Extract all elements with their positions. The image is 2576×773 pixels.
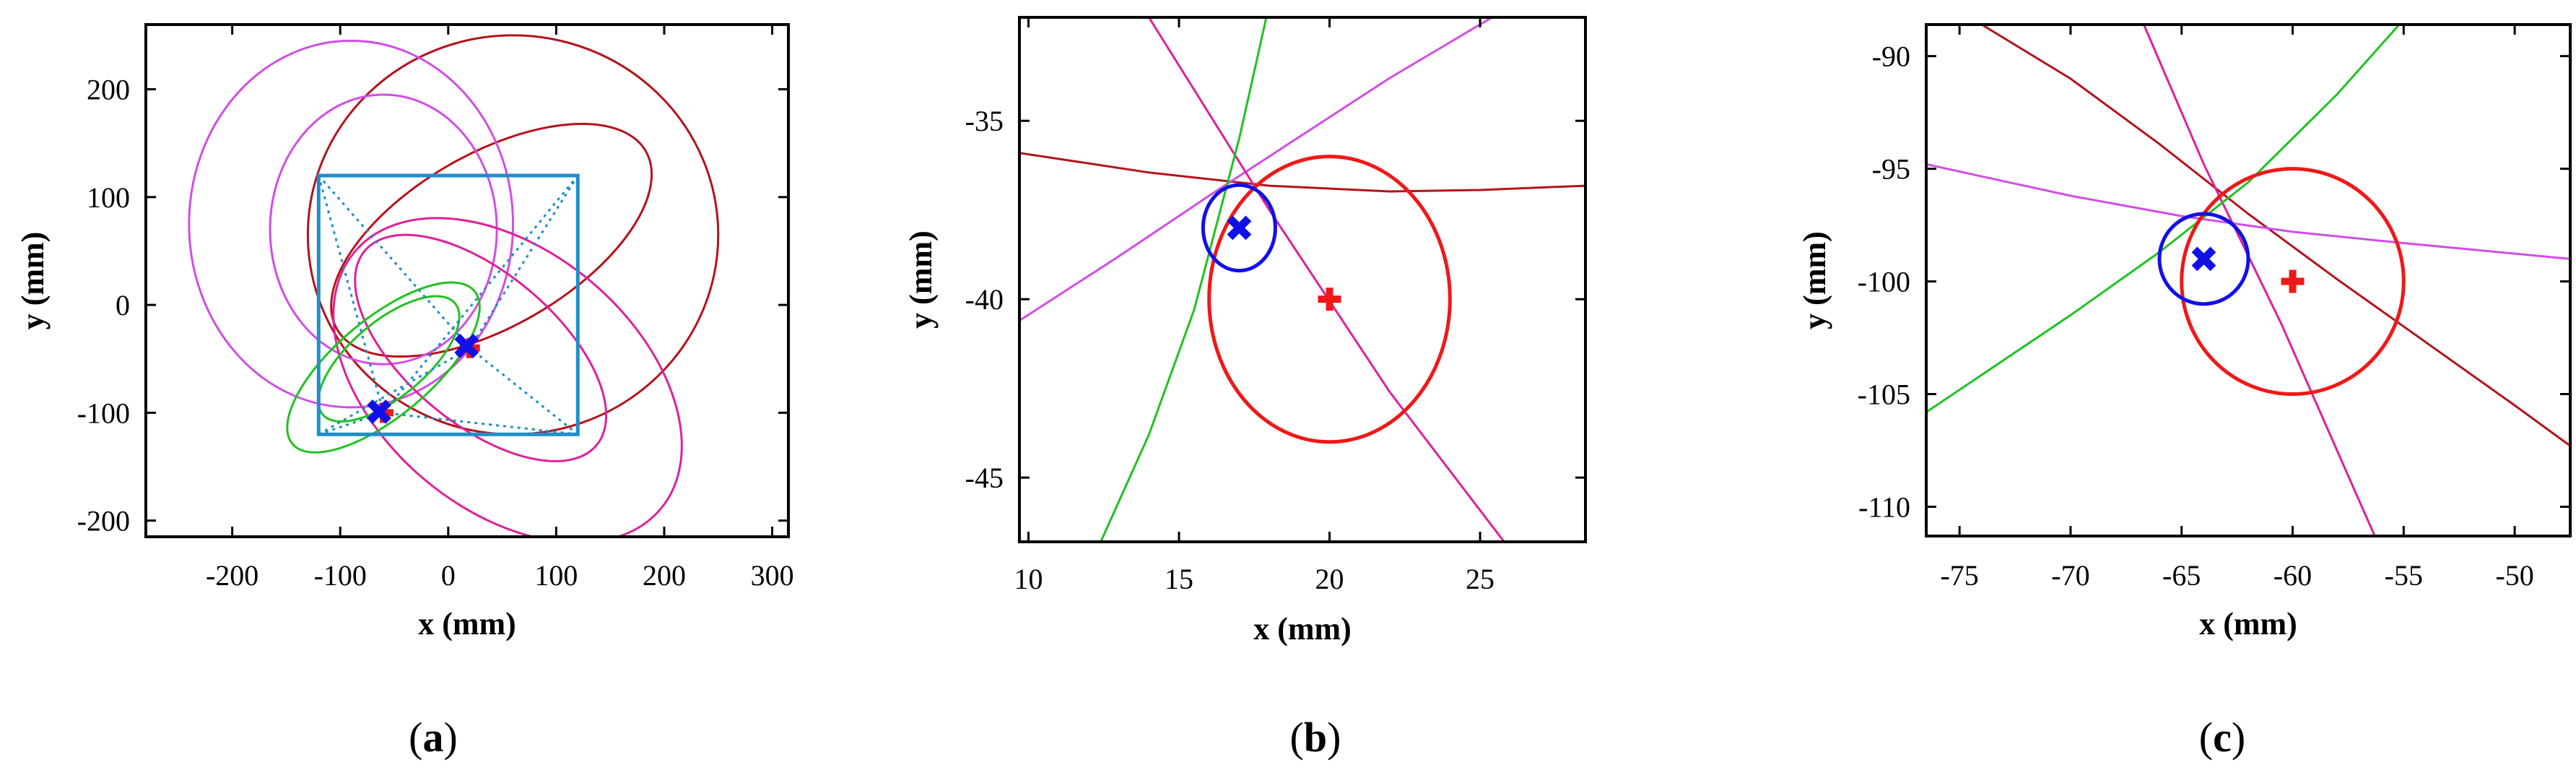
panel-b-frame (1018, 16, 1587, 543)
panel-b-circle-blue (1201, 183, 1277, 273)
panel-c-estimated-point (2191, 246, 2216, 272)
panel-c-ytick-label-3: -105 (1858, 379, 1910, 411)
panel-a-xtick-label-0: -200 (206, 559, 258, 592)
panel-c-ytick-label-4: -110 (1858, 491, 1910, 523)
panel-c-ytick-label-2: -100 (1858, 266, 1910, 298)
panel-a-xlabel: x (mm) (418, 606, 516, 642)
panel-a-dotted-line-0-1 (317, 175, 385, 413)
panel-c: -75 -70 -65 -60 -55 -50 -90 -95 -100 -105 -110 x (m… (1797, 23, 2572, 642)
panel-a-ellipse-darkred-1 (330, 123, 653, 358)
caption-c-close: ) (2232, 714, 2245, 761)
caption-a-close: ) (444, 714, 458, 761)
panel-b-ylabel: y (mm) (903, 230, 939, 329)
panel-a-plot-area (188, 34, 720, 537)
panel-a-ellipse-violet-2 (188, 39, 515, 409)
panel-b-true-point (1318, 288, 1341, 311)
panel-a-xtick-label-4: 200 (643, 559, 686, 592)
panel-b-xlabel: x (mm) (1253, 611, 1352, 647)
caption-c-letter: c (2213, 714, 2232, 761)
panel-a-ellipse-magenta-4 (332, 217, 683, 537)
panel-b-xtick-label-0: 10 (1014, 563, 1043, 595)
caption-c-open: ( (2199, 714, 2213, 761)
panel-a-dotted-line-2-0 (469, 347, 579, 436)
panel-a-ytick-label-4: 200 (87, 74, 130, 106)
panel-c-xtick-label-3: -60 (2273, 559, 2312, 592)
panel-a-xtick-label-2: 0 (441, 559, 456, 592)
panel-a-estimated-point-0 (454, 333, 479, 358)
panel-b-plot-area (1019, 17, 1585, 542)
panel-b-curve-violet (1019, 17, 1493, 322)
caption-b: (b) (1290, 714, 1341, 761)
panel-a-dotted-line-1-0 (469, 175, 579, 349)
panel-b-curve-green (1100, 17, 1268, 542)
panel-a: -200 -100 0 100 200 300 -200 -100 0 100 200 x (mm) y… (15, 23, 794, 642)
panel-b-estimated-point-stroke-2 (1227, 215, 1252, 241)
panel-b: 10 15 20 25 -35 -40 -45 x (mm) y (mm) (903, 16, 1587, 647)
panel-c-xlabel: x (mm) (2199, 606, 2297, 642)
panel-a-xtick-label-3: 100 (534, 559, 578, 592)
panel-a-dotted-line-0-0 (318, 174, 471, 349)
panel-b-xtick-label-3: 25 (1466, 563, 1494, 595)
caption-b-close: ) (1327, 714, 1341, 761)
panel-c-xtick-label-5: -50 (2495, 559, 2533, 592)
panel-b-xtick-label-1: 15 (1165, 563, 1193, 595)
panel-a-ytick-label-2: 0 (116, 289, 130, 321)
panel-c-xtick-label-4: -55 (2385, 559, 2423, 592)
panel-a-ellipse-magenta-5 (354, 233, 608, 462)
panel-c-curve-magenta (2143, 25, 2376, 536)
panel-c-ytick-label-1: -95 (1872, 153, 1910, 186)
panel-c-curve-darkred (1981, 25, 2570, 447)
caption-c: (c) (2199, 714, 2245, 761)
panel-c-curve-green (1926, 25, 2401, 413)
caption-b-letter: b (1304, 714, 1327, 761)
caption-a-open: ( (409, 714, 422, 761)
panel-a-xtick-label-5: 300 (751, 559, 794, 592)
panel-b-circle-red (1207, 155, 1452, 444)
panel-c-plot-area (1926, 25, 2570, 536)
panel-c-estimated-point-stroke-2 (2191, 246, 2216, 272)
panel-c-true-point (2281, 269, 2305, 293)
panel-a-ytick-label-3: 100 (87, 181, 130, 214)
panel-a-ellipse-green-7 (317, 295, 461, 423)
panel-b-ytick-label-1: -40 (965, 283, 1004, 316)
panel-c-xtick-label-1: -70 (2051, 559, 2089, 592)
panel-a-estimated-point-1-stroke-2 (367, 399, 391, 424)
panel-b-ytick-label-2: -45 (965, 462, 1004, 494)
panel-a-square (316, 173, 580, 436)
panel-c-curve-violet (1926, 163, 2570, 260)
panel-a-estimated-point-0-stroke-2 (454, 333, 479, 358)
panel-b-ytick-label-0: -35 (965, 105, 1004, 137)
panel-c-circle-red (2180, 167, 2406, 397)
panel-c-xtick-label-0: -75 (1940, 559, 1978, 592)
panel-a-ellipse-green-6 (286, 281, 481, 454)
panel-a-estimated-point-1 (367, 399, 391, 424)
panel-a-ellipse-violet-3 (269, 93, 498, 366)
panel-a-dotted-line-3-0 (318, 347, 471, 436)
panel-b-curve-darkred (1019, 152, 1585, 193)
panel-a-ytick-label-0: -200 (77, 505, 130, 537)
caption-a: (a) (409, 714, 458, 761)
panel-a-dotted-line-1-1 (382, 175, 579, 414)
panel-a-ylabel: y (mm) (15, 232, 51, 330)
panel-c-frame (1925, 23, 2572, 537)
caption-b-open: ( (1290, 714, 1304, 761)
caption-a-letter: a (423, 714, 444, 761)
panel-a-ytick-label-1: -100 (77, 397, 130, 429)
panel-c-ytick-label-0: -90 (1872, 40, 1910, 73)
panel-b-estimated-point (1227, 215, 1252, 241)
panel-c-xtick-label-2: -65 (2162, 559, 2201, 592)
panel-c-circle-blue (2157, 212, 2250, 306)
panel-a-xtick-label-1: -100 (314, 559, 367, 592)
panel-c-ylabel: y (mm) (1797, 231, 1832, 329)
panel-b-xtick-label-2: 20 (1315, 563, 1344, 595)
panel-a-frame (144, 23, 790, 538)
